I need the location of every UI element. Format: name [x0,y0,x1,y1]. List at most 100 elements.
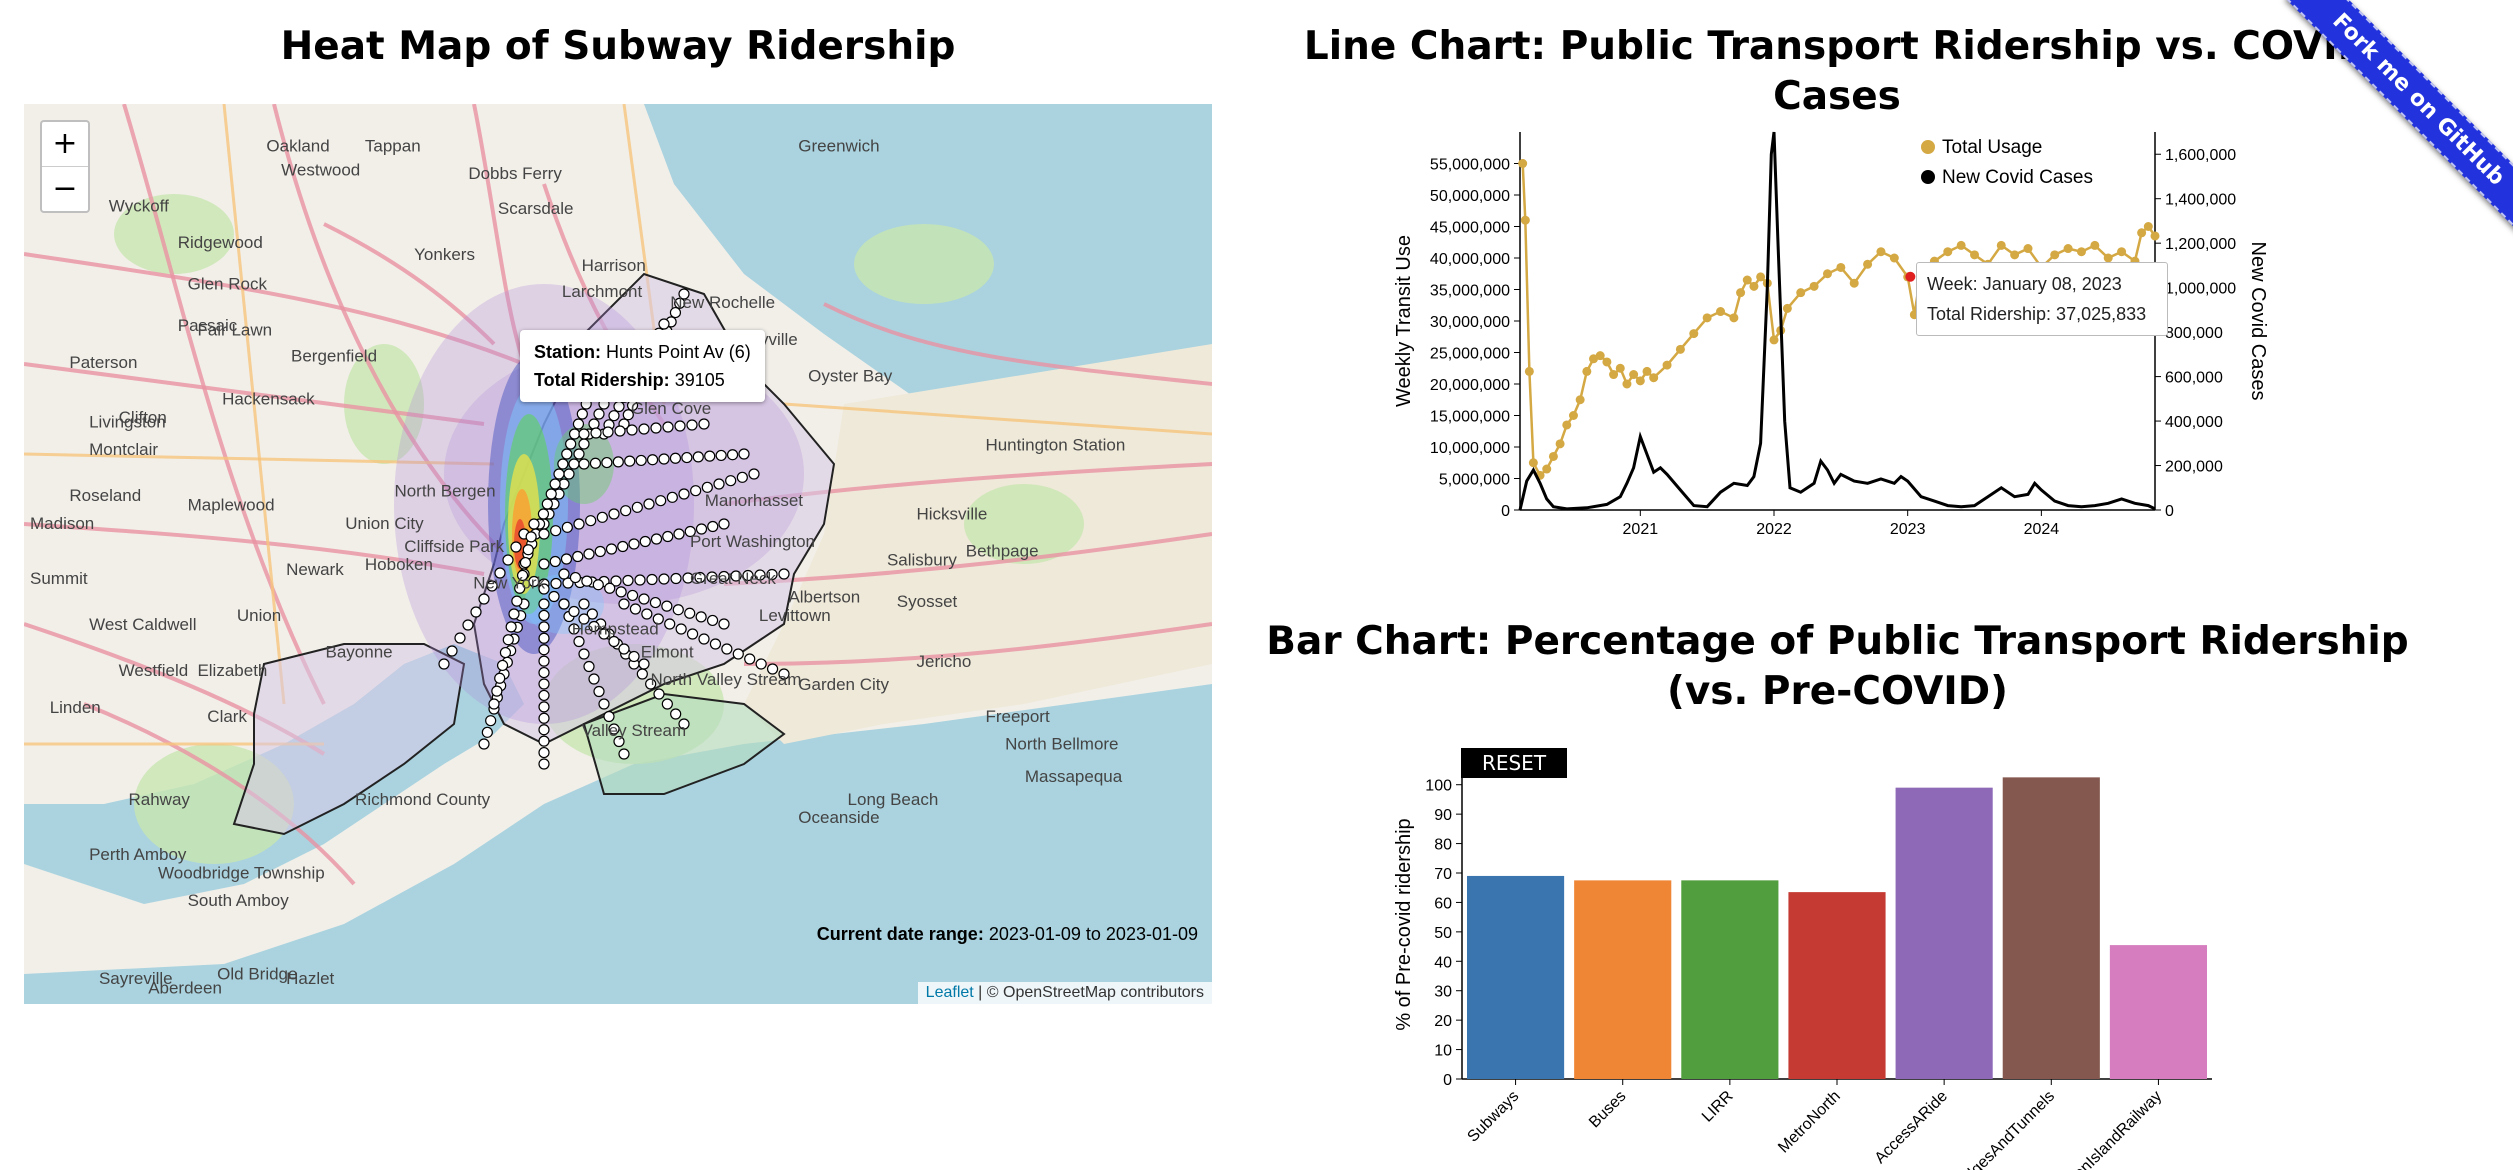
map-place-label: Sayreville [99,969,173,988]
station-marker [593,408,605,420]
station-marker [658,573,670,585]
station-marker [594,545,606,558]
bar-accessaride[interactable] [1895,787,1993,1079]
station-marker [629,603,642,615]
total-usage-point [1642,366,1652,376]
line-chart[interactable]: 0 5,000,000 10,000,000 15,000,000 20,000,000… [1380,120,2280,560]
map-place-label: Glen Cove [631,399,711,418]
map-place-label: Long Beach [848,790,939,809]
total-usage-point [2076,247,2086,257]
station-marker [718,618,730,630]
station-marker [684,525,696,538]
station-marker [563,468,575,480]
map-place-label: South Amboy [188,891,290,910]
road [272,104,506,556]
station-marker [573,635,585,648]
station-marker [655,495,667,507]
station-marker [721,643,733,655]
tooltip-ridership: Total Ridership: 37,025,833 [1927,304,2147,324]
station-marker [626,589,639,602]
fork-github-ribbon[interactable]: Fork me on GitHub [2285,0,2513,233]
bar-x-tick-label: BridgesAndTunnels [1948,1088,2058,1170]
station-marker [686,628,699,640]
bar-metronorth[interactable] [1788,892,1886,1079]
map-place-label: Clifton [119,408,167,427]
station-marker [572,550,584,563]
total-usage-point [1649,373,1659,383]
total-usage-point [1689,329,1699,339]
station-marker [528,575,540,588]
station-marker [664,618,676,630]
total-usage-point [1876,247,1886,257]
y-tick-label: 40,000,000 [1430,251,1510,268]
station-marker [438,658,450,670]
station-marker [481,726,493,738]
y-tick-label: 50,000,000 [1430,188,1510,205]
station-marker [578,458,590,470]
bar-y-tick-label: 70 [1434,866,1452,883]
station-marker [538,735,550,747]
station-marker [550,525,562,537]
bar-lirr[interactable] [1681,880,1779,1079]
y-tick-label: 5,000,000 [1439,472,1510,489]
station-marker [558,568,570,580]
bar-y-tick-label: 10 [1434,1043,1452,1060]
map-place-label: Dobbs Ferry [468,164,562,183]
y2-axis-label: New Covid Cases [2247,242,2269,401]
total-usage-point [1602,357,1612,367]
park-area [114,194,234,274]
map-place-label: North Bergen [394,482,495,501]
station-marker [462,619,474,631]
station-marker [549,478,561,490]
total-usage-point [1615,363,1625,373]
map-place-label: Richmond County [355,790,491,809]
station-marker [678,488,690,500]
bar-x-tick-label: StatenIslandRailway [2051,1088,2166,1170]
station-marker [538,598,550,610]
station-marker [744,653,756,665]
bar-chart[interactable]: 0 10 20 30 40 50 60 70 80 90 100 % of Pre-covid rid… [1380,740,2280,1170]
github-ribbon-wrap: Fork me on GitHub [2253,0,2513,260]
bar-subways[interactable] [1467,875,1565,1079]
station-marker [519,556,532,569]
bar-statenislandrailway[interactable] [2109,945,2207,1079]
map-canvas[interactable]: Oakland Wyckoff Ridgewood Glen Rock Fair Law… [24,104,1212,1004]
station-marker [598,698,610,710]
zoom-in-button[interactable]: + [52,126,78,161]
reset-button[interactable]: RESET [1461,748,1567,778]
station-marker [766,568,778,581]
bar-y-tick-label: 40 [1434,954,1452,971]
leaflet-link[interactable]: Leaflet [925,984,974,1001]
station-marker [583,660,595,673]
bar-bridgesandtunnels[interactable] [2002,777,2100,1079]
map-place-label: Massapequa [1025,767,1123,786]
station-marker [669,452,682,464]
x-tick-label: 2023 [1890,521,1926,538]
line-chart-tooltip: Week: January 08, 2023 Total Ridership: … [1916,262,2168,336]
map-place-label: Bergenfield [291,346,377,365]
station-marker [585,515,597,527]
station-marker [548,590,560,603]
station-marker [537,508,550,520]
heat-map[interactable]: Oakland Wyckoff Ridgewood Glen Rock Fair Law… [24,104,1212,1004]
map-place-label: Wyckoff [109,196,169,215]
bar-y-tick-label: 0 [1443,1072,1452,1089]
station-marker [646,573,658,586]
station-marker [658,453,670,465]
park-area [964,484,1084,564]
zoom-out-button[interactable]: − [42,166,88,211]
road [323,222,496,346]
station-value: Hunts Point Av (6) [606,342,751,362]
total-usage-point [1956,240,1966,250]
station-marker [649,596,662,609]
bar-buses[interactable] [1574,880,1672,1079]
y2-tick-label: 1,200,000 [2165,236,2236,253]
station-marker [686,419,698,431]
road [743,622,1212,666]
station-marker [742,569,754,582]
map-place-label: Montclair [89,440,158,459]
map-place-label: Rahway [129,790,191,809]
station-marker [601,456,613,469]
highlight-point [1905,271,1916,282]
map-place-label: Hazlet [286,969,334,988]
